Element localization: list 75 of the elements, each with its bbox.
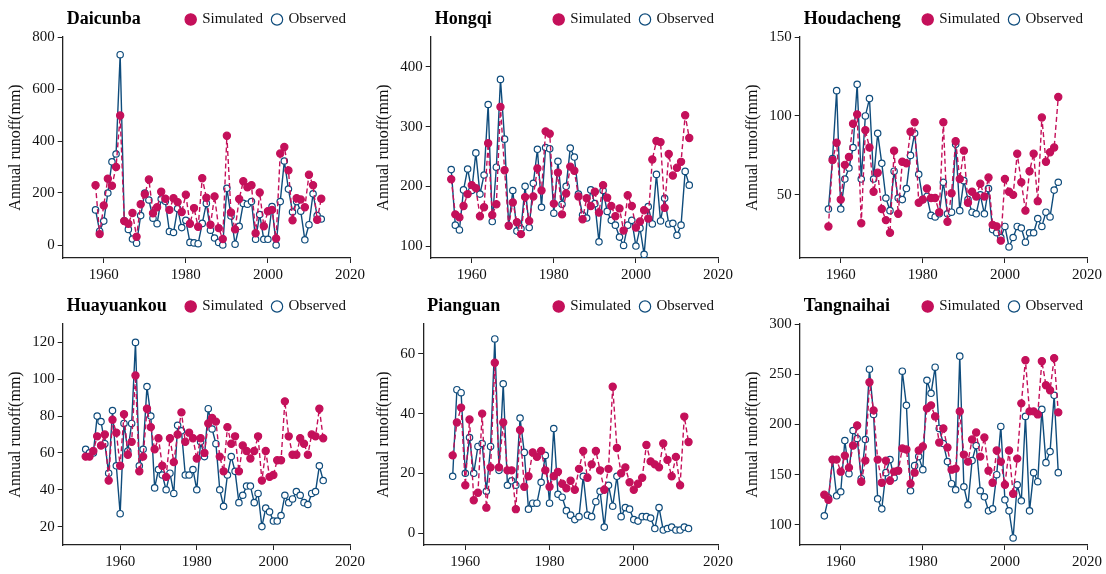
- y-axis-title: Annual runoff(mm): [373, 84, 392, 211]
- x-tick-label: 1960: [105, 552, 136, 569]
- y-tick-label: 0: [47, 235, 55, 252]
- x-tick-label: 2020: [1072, 552, 1102, 569]
- legend-label: Observed: [288, 297, 347, 314]
- x-tick-label: 2020: [703, 265, 733, 282]
- legend-label: Simulated: [202, 10, 264, 27]
- y-tick-label: 600: [32, 79, 55, 96]
- y-tick-label: 40: [400, 404, 416, 421]
- chart-title: Tangnaihai: [803, 295, 891, 316]
- x-tick-label: 2020: [335, 265, 365, 282]
- legend-label: Observed: [288, 10, 347, 27]
- chart-title: Houdacheng: [803, 8, 901, 29]
- y-axis-title: Annual runoff(mm): [742, 84, 761, 211]
- y-tick-label: 200: [400, 177, 423, 194]
- legend-label: Simulated: [939, 297, 1001, 314]
- chart-title: Huayuankou: [66, 295, 167, 316]
- y-tick-label: 50: [776, 185, 792, 202]
- y-tick-label: 400: [400, 57, 423, 74]
- y-tick-label: 150: [769, 465, 792, 482]
- y-tick-label: 100: [32, 370, 55, 387]
- legend-label: Simulated: [202, 297, 264, 314]
- y-tick-label: 60: [400, 344, 416, 361]
- x-tick-label: 1980: [170, 265, 201, 282]
- y-tick-label: 60: [39, 443, 55, 460]
- x-tick-label: 1980: [907, 552, 938, 569]
- x-tick-label: 1960: [825, 552, 856, 569]
- y-tick-label: 100: [400, 236, 423, 253]
- y-tick-label: 150: [769, 27, 792, 44]
- legend-label: Observed: [1025, 297, 1084, 314]
- y-tick-label: 200: [32, 183, 55, 200]
- chart-title: Daicunba: [66, 8, 141, 29]
- legend-label: Simulated: [570, 10, 632, 27]
- chart-title: Hongqi: [434, 8, 492, 29]
- x-tick-label: 1980: [538, 265, 569, 282]
- x-tick-label: 2020: [1072, 265, 1102, 282]
- x-tick-label: 1960: [825, 265, 856, 282]
- y-tick-label: 20: [400, 464, 416, 481]
- y-axis-title: Annual runoff(mm): [373, 371, 392, 498]
- x-tick-label: 2000: [258, 552, 289, 569]
- x-tick-label: 1960: [450, 552, 481, 569]
- x-tick-label: 2000: [252, 265, 283, 282]
- y-tick-label: 400: [32, 131, 55, 148]
- chart-title: Pianguan: [427, 295, 501, 316]
- x-tick-label: 1980: [181, 552, 212, 569]
- x-tick-label: 2020: [703, 552, 733, 569]
- x-tick-label: 1960: [456, 265, 487, 282]
- y-tick-label: 250: [769, 365, 792, 382]
- x-tick-label: 2000: [989, 552, 1020, 569]
- legend-label: Simulated: [939, 10, 1001, 27]
- legend-label: Simulated: [570, 297, 632, 314]
- y-tick-label: 80: [39, 407, 55, 424]
- y-tick-label: 40: [39, 480, 55, 497]
- y-axis-title: Annual runoff(mm): [5, 371, 24, 498]
- y-tick-label: 300: [769, 314, 792, 331]
- y-tick-label: 800: [32, 27, 55, 44]
- x-tick-label: 2020: [335, 552, 365, 569]
- legend-label: Observed: [656, 10, 715, 27]
- x-tick-label: 1960: [88, 265, 119, 282]
- x-tick-label: 1980: [907, 265, 938, 282]
- y-tick-label: 120: [32, 333, 55, 350]
- y-tick-label: 100: [769, 515, 792, 532]
- y-tick-label: 100: [769, 106, 792, 123]
- y-tick-label: 200: [769, 415, 792, 432]
- y-axis-title: Annual runoff(mm): [742, 371, 761, 498]
- y-tick-label: 300: [400, 117, 423, 134]
- x-tick-label: 1980: [534, 552, 565, 569]
- x-tick-label: 2000: [618, 552, 649, 569]
- x-tick-label: 2000: [620, 265, 651, 282]
- y-axis-title: Annual runoff(mm): [5, 84, 24, 211]
- y-tick-label: 20: [39, 517, 55, 534]
- legend-label: Observed: [1025, 10, 1084, 27]
- legend-label: Observed: [656, 297, 715, 314]
- x-tick-label: 2000: [989, 265, 1020, 282]
- y-tick-label: 0: [407, 523, 416, 540]
